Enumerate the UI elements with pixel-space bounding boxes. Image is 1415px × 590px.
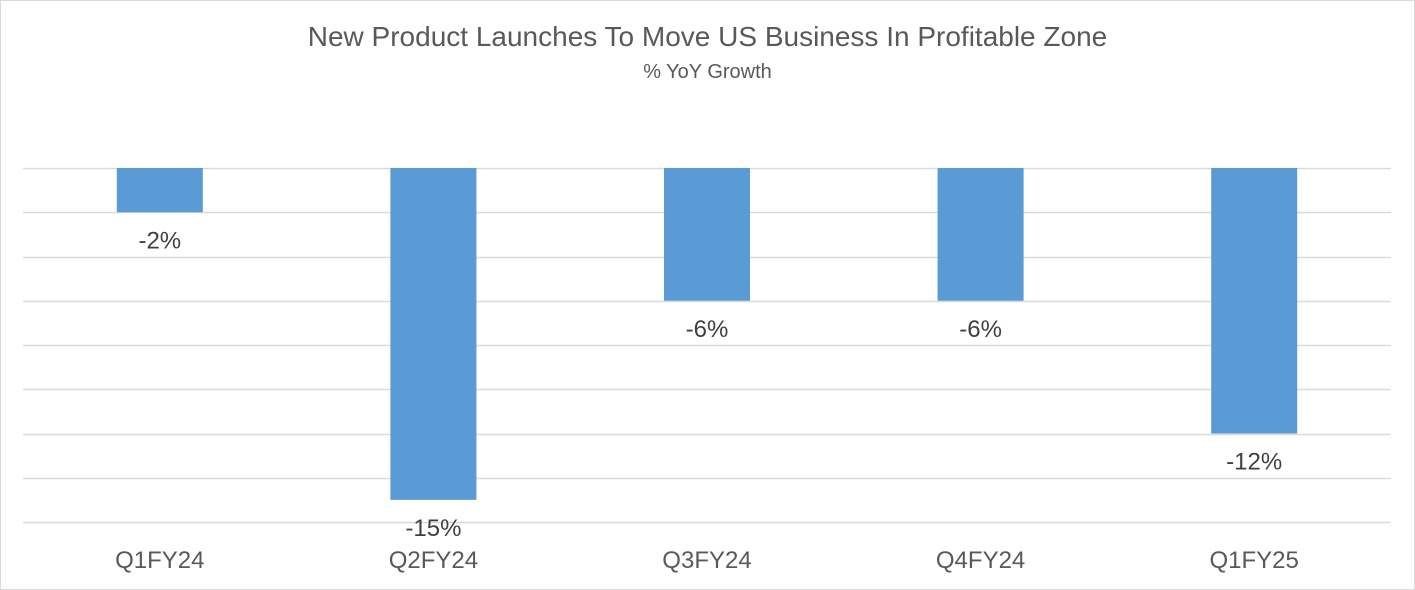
bar-q1fy24 — [116, 168, 203, 213]
x-tick-q1fy25: Q1FY25 — [1210, 547, 1299, 574]
bars — [116, 168, 1298, 500]
chart-title: New Product Launches To Move US Business… — [307, 21, 1108, 52]
x-axis-ticks: Q1FY24 Q2FY24 Q3FY24 Q4FY24 Q1FY25 — [115, 547, 1299, 574]
bar-q2fy24 — [390, 168, 477, 500]
data-label-q3fy24: -6% — [686, 316, 729, 343]
bar-q3fy24 — [664, 168, 750, 301]
x-tick-q1fy24: Q1FY24 — [115, 547, 204, 574]
data-label-q1fy25: -12% — [1226, 449, 1282, 476]
chart-subtitle: % YoY Growth — [643, 61, 772, 83]
bar-q1fy25 — [1211, 168, 1298, 434]
x-tick-q2fy24: Q2FY24 — [389, 547, 478, 574]
data-label-q2fy24: -15% — [405, 515, 461, 542]
data-labels: -2% -15% -6% -6% -12% — [138, 227, 1282, 542]
x-tick-q4fy24: Q4FY24 — [936, 547, 1025, 574]
data-label-q4fy24: -6% — [959, 316, 1002, 343]
bar-q4fy24 — [937, 168, 1024, 301]
x-tick-q3fy24: Q3FY24 — [662, 547, 751, 574]
data-label-q1fy24: -2% — [138, 227, 181, 254]
